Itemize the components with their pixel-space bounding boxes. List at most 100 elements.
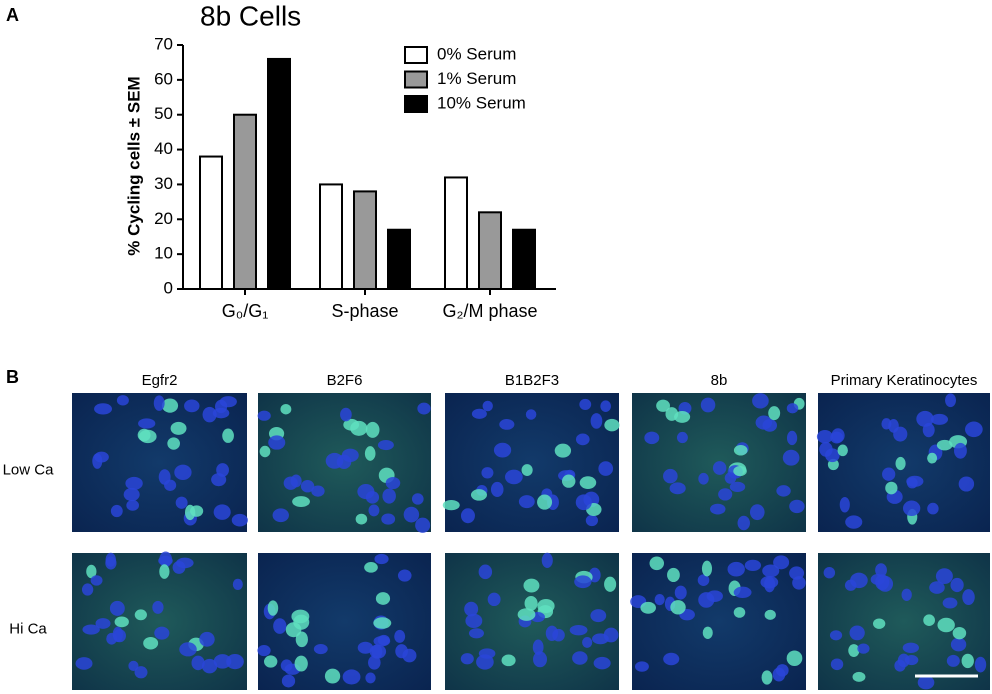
nucleus: [634, 661, 649, 672]
nucleus: [927, 502, 939, 515]
y-tick-label: 60: [154, 69, 173, 88]
nucleus: [257, 645, 271, 657]
nucleus: [368, 655, 381, 670]
nucleus: [816, 429, 833, 444]
x-tick-label: S-phase: [331, 301, 398, 321]
nucleus: [377, 634, 390, 646]
nucleus: [974, 656, 987, 673]
nucleus: [579, 476, 597, 490]
nucleus: [537, 494, 553, 510]
y-tick-label: 20: [154, 209, 173, 228]
nucleus: [935, 568, 953, 585]
column-label: 8b: [711, 372, 728, 389]
nucleus: [482, 400, 493, 412]
bar: [512, 228, 536, 290]
nucleus: [385, 477, 401, 490]
nucleus: [92, 453, 103, 469]
nucleus: [109, 600, 125, 616]
bar: [353, 190, 377, 290]
y-tick-label: 40: [154, 139, 173, 158]
legend-swatch: [404, 95, 428, 113]
column-label: Primary Keratinocytes: [831, 372, 978, 389]
nucleus: [579, 398, 592, 410]
nucleus: [533, 651, 548, 668]
nucleus: [654, 593, 665, 606]
nucleus: [123, 487, 140, 502]
nucleus: [663, 652, 680, 666]
nucleus: [669, 482, 686, 495]
y-axis-label: % Cycling cells ± SEM: [124, 76, 143, 255]
nucleus: [490, 481, 504, 498]
nucleus: [364, 446, 376, 461]
nucleus: [952, 626, 967, 640]
legend-label: 0% Serum: [437, 44, 516, 63]
bar: [199, 155, 223, 290]
nucleus: [906, 475, 924, 487]
nucleus: [273, 618, 287, 634]
nucleus: [656, 399, 670, 412]
nucleus: [882, 467, 896, 481]
row-label: Low Ca: [3, 461, 55, 478]
nucleus: [585, 514, 599, 527]
nucleus: [823, 567, 836, 579]
nucleus: [572, 651, 588, 665]
nucleus: [476, 654, 494, 670]
x-tick-label: G₂/M phase: [442, 301, 537, 321]
nucleus: [374, 553, 389, 565]
legend-swatch: [404, 46, 428, 64]
nucleus: [125, 476, 143, 490]
nucleus: [199, 631, 215, 647]
bar: [387, 228, 411, 290]
nucleus: [590, 413, 603, 429]
nucleus: [153, 395, 165, 411]
nucleus: [852, 671, 866, 682]
nucleus: [518, 495, 535, 509]
nucleus: [478, 564, 493, 580]
nucleus: [524, 595, 538, 611]
nucleus: [272, 508, 289, 523]
nucleus: [600, 400, 611, 412]
y-tick-label: 30: [154, 174, 173, 193]
nucleus: [226, 653, 244, 670]
nucleus: [170, 421, 187, 435]
nucleus: [373, 617, 392, 629]
nucleus: [94, 403, 113, 415]
nucleus: [365, 672, 376, 684]
nucleus: [377, 439, 394, 451]
panel-label: A: [6, 5, 19, 25]
nucleus: [293, 614, 310, 630]
nucleus: [733, 607, 746, 618]
nucleus: [417, 402, 431, 415]
nucleus: [902, 642, 919, 653]
y-tick-label: 0: [164, 278, 173, 297]
nucleus: [737, 515, 750, 531]
nucleus: [465, 613, 483, 628]
nucleus: [134, 609, 147, 621]
panel-label: B: [6, 367, 19, 387]
nucleus: [268, 435, 286, 450]
nucleus: [881, 418, 892, 430]
nucleus: [782, 449, 800, 466]
nucleus: [663, 468, 678, 484]
nucleus: [161, 398, 179, 413]
nucleus: [946, 654, 960, 667]
nucleus: [464, 601, 479, 617]
nucleus: [191, 655, 205, 671]
nucleus: [922, 422, 935, 438]
nucleus: [755, 415, 773, 430]
nucleus: [701, 560, 713, 577]
nucleus: [697, 574, 710, 586]
nucleus: [768, 406, 781, 421]
nucleus: [916, 410, 934, 427]
nucleus: [537, 598, 555, 614]
nucleus: [471, 408, 487, 419]
nucleus: [126, 499, 139, 511]
nucleus: [90, 575, 103, 586]
nucleus: [174, 464, 192, 481]
nucleus: [501, 654, 516, 667]
nucleus: [773, 555, 790, 570]
nucleus: [927, 452, 938, 464]
nucleus: [311, 485, 325, 497]
nucleus: [525, 409, 537, 420]
column-label: B2F6: [327, 372, 363, 389]
